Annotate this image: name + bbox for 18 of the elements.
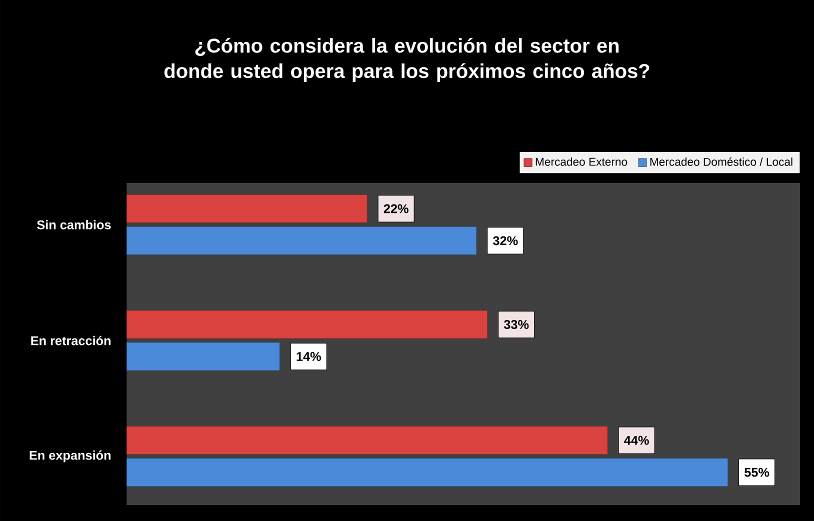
data-label: 55% [744, 468, 770, 477]
chart-title: ¿Cómo considera la evolución del sector en donde usted opera para los próximos cinco años? [164, 38, 650, 82]
data-label: 14% [296, 352, 321, 361]
bar [126, 226, 477, 255]
y-tick-label: En retracción [31, 336, 111, 346]
legend-label: Mercadeo Doméstico / Local [650, 157, 792, 166]
bar [126, 426, 608, 455]
data-label: 22% [384, 204, 408, 214]
data-label: 44% [624, 436, 649, 445]
bar [126, 458, 728, 487]
bar [126, 310, 488, 339]
legend-label: Mercadeo Externo [536, 157, 628, 166]
y-tick-label: Sin cambios [37, 220, 111, 230]
data-label: 33% [504, 320, 529, 330]
y-tick-label: En expansión [30, 450, 111, 462]
data-label: 32% [493, 236, 518, 246]
bar [126, 342, 280, 371]
bar [126, 194, 368, 223]
